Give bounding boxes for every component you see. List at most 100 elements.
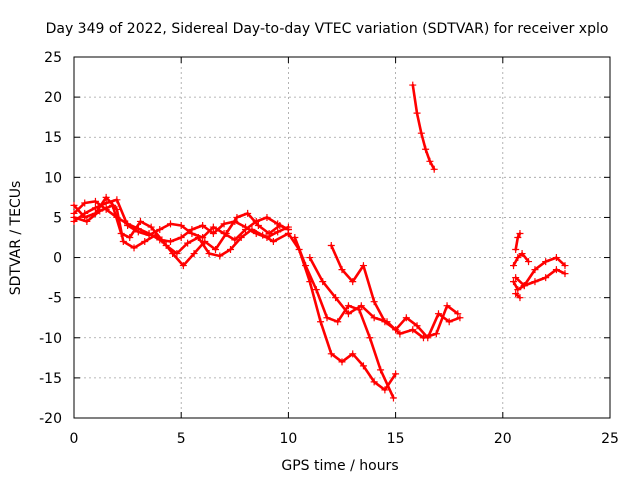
data-point-marker [117, 229, 125, 237]
data-point-marker [552, 266, 560, 274]
data-point-marker [216, 252, 224, 260]
data-point-marker [233, 213, 241, 221]
data-point-marker [338, 358, 346, 366]
data-point-marker [542, 274, 550, 282]
series-trace-c [70, 193, 292, 260]
data-point-marker [209, 223, 217, 231]
data-point-marker [119, 238, 127, 246]
data-point-marker [512, 246, 520, 254]
data-point-marker [244, 209, 252, 217]
data-point-marker [344, 310, 352, 318]
data-point-marker [514, 286, 522, 294]
data-point-marker [201, 238, 209, 246]
data-point-marker [426, 157, 434, 165]
data-point-marker [212, 246, 220, 254]
data-point-marker [312, 286, 320, 294]
data-point-marker [561, 270, 569, 278]
data-point-marker [422, 145, 430, 153]
data-point-marker [402, 314, 410, 322]
data-point-marker [409, 326, 417, 334]
data-point-marker [265, 229, 273, 237]
data-point-marker [389, 394, 397, 402]
data-point-marker [531, 266, 539, 274]
y-tick-label: 20 [44, 90, 62, 106]
series-trace-f [291, 234, 397, 402]
data-point-marker [432, 330, 440, 338]
data-point-marker [344, 302, 352, 310]
data-point-marker [188, 229, 196, 237]
data-point-marker [242, 225, 250, 233]
data-point-marker [396, 330, 404, 338]
data-point-marker [130, 244, 138, 252]
data-point-marker [370, 314, 378, 322]
y-tick-label: -20 [39, 411, 62, 427]
data-point-marker [392, 326, 400, 334]
data-point-marker [542, 258, 550, 266]
data-point-marker [136, 217, 144, 225]
data-point-marker [445, 318, 453, 326]
data-point-marker [349, 350, 357, 358]
series-trace-d [70, 201, 292, 270]
data-point-marker [409, 81, 417, 89]
data-point-marker [366, 334, 374, 342]
data-point-marker [134, 228, 142, 236]
data-point-marker [561, 262, 569, 270]
data-point-marker [179, 262, 187, 270]
y-tick-label: 0 [53, 251, 62, 267]
series-trace-l [512, 266, 569, 290]
data-point-marker [512, 290, 520, 298]
data-point-marker [370, 378, 378, 386]
data-point-marker [276, 221, 284, 229]
data-point-marker [349, 278, 357, 286]
series-trace-k [510, 254, 569, 294]
data-point-marker [319, 278, 327, 286]
data-point-marker [113, 196, 121, 204]
y-tick-label: -10 [39, 331, 62, 347]
data-point-marker [381, 386, 389, 394]
data-point-marker [514, 234, 522, 241]
y-tick-label: 25 [44, 50, 62, 66]
data-point-marker [518, 250, 526, 258]
data-point-marker [227, 246, 235, 254]
data-point-marker [334, 318, 342, 326]
data-point-marker [531, 278, 539, 286]
data-point-marker [370, 298, 378, 306]
series-traces [70, 81, 569, 402]
axis-ticks [73, 56, 611, 419]
data-point-marker [359, 362, 367, 370]
data-point-marker [248, 225, 256, 233]
data-point-marker [510, 278, 518, 286]
data-point-marker [430, 165, 438, 173]
x-tick-labels: 0 5 10 15 20 25 [70, 431, 619, 447]
data-point-marker [377, 366, 385, 374]
series-line [512, 252, 530, 267]
series-trace-m [512, 229, 524, 254]
data-point-marker [332, 294, 340, 302]
data-point-marker [456, 314, 464, 322]
data-point-marker [516, 294, 524, 302]
y-tick-label: -5 [48, 291, 62, 307]
data-point-marker [231, 236, 239, 244]
data-point-marker [169, 250, 177, 258]
data-point-marker [194, 234, 202, 241]
x-tick-label: 5 [177, 431, 186, 447]
data-point-marker [81, 199, 89, 207]
data-point-marker [102, 193, 110, 201]
data-point-marker [166, 238, 174, 246]
y-tick-label: 15 [44, 130, 62, 146]
data-point-marker [222, 229, 230, 237]
data-point-marker [177, 221, 185, 229]
y-tick-labels: -20 -15 -10 -5 0 5 10 15 20 25 [39, 50, 62, 427]
data-point-marker [70, 201, 78, 209]
chart-title: Day 349 of 2022, Sidereal Day-to-day VTE… [46, 21, 609, 37]
data-point-marker [443, 302, 451, 310]
series-line [411, 83, 436, 171]
data-point-marker [413, 322, 421, 330]
data-point-marker [177, 234, 185, 241]
data-point-marker [392, 370, 400, 378]
data-point-marker [552, 254, 560, 262]
data-point-marker [259, 231, 267, 239]
data-point-marker [109, 201, 117, 209]
series-line [512, 256, 567, 291]
